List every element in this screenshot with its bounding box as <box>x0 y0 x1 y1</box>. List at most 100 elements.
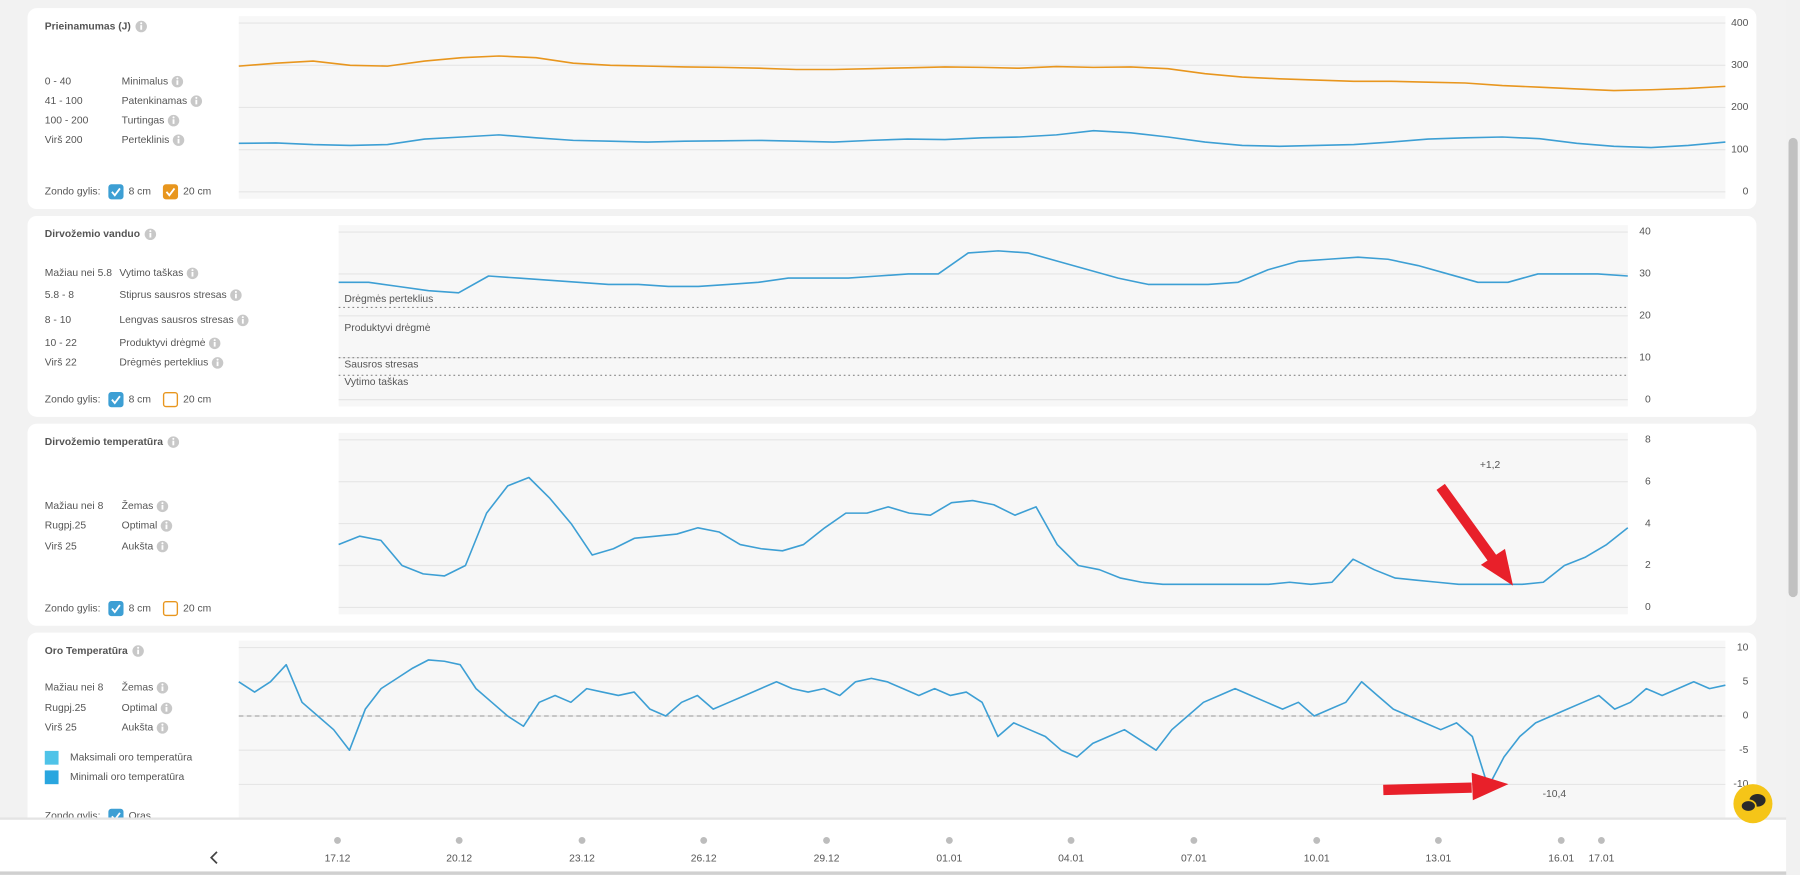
checkbox[interactable] <box>108 600 124 617</box>
checkbox[interactable] <box>108 184 124 200</box>
annotation-text: -10,4 <box>1543 789 1567 800</box>
y-tick-label: 200 <box>1731 102 1748 113</box>
timeline-bar <box>0 819 1787 875</box>
chat-icon-front <box>1740 799 1757 813</box>
bottom-edge <box>0 871 1787 875</box>
info-icon-dot <box>195 96 198 99</box>
timeline-date: 29.12 <box>814 854 840 865</box>
timeline-dot[interactable] <box>578 836 586 844</box>
info-icon-dot <box>177 135 180 138</box>
depth-label: Zondo gylis: <box>45 603 101 614</box>
threshold-label: Drėgmės perteklius <box>344 294 433 305</box>
depth-option: 20 cm <box>183 394 211 405</box>
scrollbar-thumb[interactable] <box>1788 137 1798 598</box>
timeline-back[interactable] <box>210 851 218 865</box>
info-icon-dot <box>149 230 152 233</box>
timeline-dot[interactable] <box>1313 836 1321 844</box>
info-icon-dot <box>137 646 140 649</box>
series-line <box>238 55 1726 92</box>
depth-label: Zondo gylis: <box>45 187 101 198</box>
y-tick-label: 0 <box>1743 187 1749 198</box>
depth-option: 8 cm <box>129 394 151 405</box>
info-icon-dot <box>191 269 194 272</box>
info-icon-stem <box>161 505 164 510</box>
timeline-dot[interactable] <box>334 836 341 844</box>
depth-option: 20 cm <box>183 187 211 198</box>
series-line <box>238 659 1726 788</box>
legend-range: 5.8 - 8 <box>45 290 75 301</box>
checkbox[interactable] <box>162 600 179 617</box>
depth-option: 8 cm <box>129 603 151 614</box>
series-line <box>338 476 1629 586</box>
info-icon-dot <box>172 116 175 119</box>
info-icon-dot <box>161 683 164 686</box>
legend-range: Mažiau nei 8 <box>45 682 104 693</box>
info-icon-dot <box>140 22 143 25</box>
legend-item-label: Maksimali oro temperatūra <box>70 753 193 764</box>
info-icon-dot <box>241 316 244 319</box>
timeline-date: 16.01 <box>1548 854 1574 865</box>
timeline-dot[interactable] <box>823 836 830 844</box>
timeline-dot[interactable] <box>945 836 953 844</box>
info-icon-dot <box>161 502 164 505</box>
y-tick-label: -10 <box>1733 779 1748 790</box>
legend-range: 0 - 40 <box>45 76 72 87</box>
info-icon-stem <box>176 80 179 85</box>
legend-label: Patenkinamas <box>122 96 187 107</box>
y-tick-label: 40 <box>1639 227 1651 238</box>
timeline-dot[interactable] <box>455 836 463 844</box>
info-icon-dot <box>213 339 216 342</box>
legend-label: Optimal <box>122 703 158 714</box>
info-icon-stem <box>191 271 194 277</box>
info-icon-stem <box>195 99 198 105</box>
y-tick-label: 4 <box>1645 518 1651 529</box>
legend-range: Rugpj.25 <box>45 521 87 532</box>
y-tick-label: 400 <box>1731 18 1748 29</box>
legend-label: Vytimo taškas <box>119 268 183 279</box>
annotation-arrowhead <box>1480 548 1514 586</box>
legend-range: Rugpj.25 <box>45 703 87 714</box>
y-tick-label: 5 <box>1743 677 1749 688</box>
depth-option: 8 cm <box>129 187 151 198</box>
checkbox[interactable] <box>108 392 124 408</box>
legend-range: 10 - 22 <box>45 338 77 349</box>
legend-label: Optimal <box>122 521 158 532</box>
y-tick-label: 6 <box>1645 476 1651 487</box>
checkbox[interactable] <box>162 184 179 200</box>
info-icon-stem <box>165 707 168 712</box>
legend-range: Virš 200 <box>45 135 83 146</box>
info-icon-stem <box>172 119 175 124</box>
annotation-text: +1,2 <box>1480 460 1501 471</box>
checkmark <box>111 187 121 197</box>
y-tick-label: 100 <box>1731 144 1748 155</box>
legend-label: Drėgmės perteklius <box>119 358 208 369</box>
legend-label: Žemas <box>122 680 154 693</box>
info-icon-dot <box>165 704 168 707</box>
timeline-dot[interactable] <box>1190 836 1198 844</box>
legend-label: Minimalus <box>122 76 169 87</box>
timeline-dot[interactable] <box>700 836 708 844</box>
info-icon-stem <box>161 686 164 691</box>
depth-option: Oras <box>129 811 151 822</box>
y-tick-label: 300 <box>1731 60 1748 71</box>
y-tick-label: 8 <box>1645 435 1651 446</box>
timeline-dot[interactable] <box>1067 836 1075 844</box>
info-icon-stem <box>213 341 216 347</box>
legend-range: Mažiau nei 5.8 <box>45 268 112 279</box>
info-icon-stem <box>140 25 143 30</box>
depth-label: Zondo gylis: <box>45 394 101 405</box>
info-icon-dot <box>165 521 168 524</box>
timeline-dot[interactable] <box>1597 836 1605 844</box>
info-icon-stem <box>165 524 168 530</box>
timeline-shadow <box>0 817 1787 821</box>
legend-label: Perteklinis <box>122 135 170 146</box>
timeline-dot[interactable] <box>1434 836 1442 844</box>
timeline-date: 01.01 <box>936 854 962 865</box>
checkbox[interactable] <box>162 392 179 408</box>
zone-label: Produktyvi drėgmė <box>344 323 430 334</box>
info-icon-dot <box>176 77 179 80</box>
info-icon-dot <box>216 358 219 361</box>
timeline-dot[interactable] <box>1557 836 1565 844</box>
